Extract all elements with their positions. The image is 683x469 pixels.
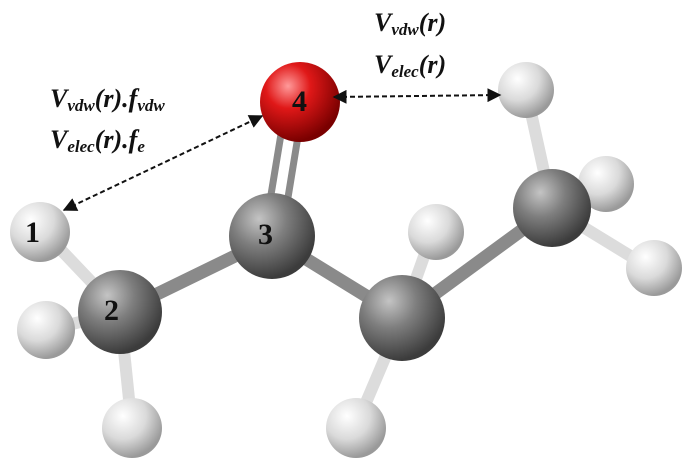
atoms xyxy=(10,62,682,458)
label-inter-elec-sub: elec xyxy=(391,62,419,81)
hydrogen-atom-right-upper xyxy=(578,156,634,212)
hydrogen-atom-top-right xyxy=(498,62,554,118)
atom-label-1: 1 xyxy=(25,216,40,249)
hydrogen-atom-right-lower xyxy=(626,240,682,296)
label-inter-vdw-sub: vdw xyxy=(391,20,419,39)
oxygen-atom-4 xyxy=(260,62,340,142)
interaction-arrows xyxy=(62,88,502,211)
label-inter-vdw-arg: (r) xyxy=(418,8,447,37)
atom-label-3: 3 xyxy=(258,218,273,251)
carbon-atom-right xyxy=(513,169,591,247)
label-inter-elec-arg: (r) xyxy=(418,50,447,79)
label-intra-vdw-base: V xyxy=(50,84,68,113)
label-intra-elec-arg: (r). xyxy=(94,125,129,154)
arrow-o4-to-h xyxy=(332,88,502,104)
label-intra-elec-base: V xyxy=(50,125,68,154)
label-intra-vdw: Vvdw(r).fvdw xyxy=(50,84,165,115)
carbon-atom-3 xyxy=(229,193,315,279)
label-inter-vdw-base: V xyxy=(374,8,392,37)
label-intra-elec-sub: elec xyxy=(67,137,95,156)
carbon-atom-mid xyxy=(359,275,445,361)
label-intra-vdw-factor: f xyxy=(128,84,138,113)
hydrogen-atom-cmid-top xyxy=(408,204,464,260)
atom-label-2: 2 xyxy=(104,294,119,327)
label-intra-vdw-factor-sub: vdw xyxy=(137,96,165,115)
label-inter-vdw: Vvdw(r) xyxy=(374,8,447,39)
label-intra-elec: Velec(r).fe xyxy=(50,125,145,156)
hydrogen-atom-bottom-mid xyxy=(326,398,386,458)
label-inter-elec-base: V xyxy=(374,50,392,79)
carbon-atom-2 xyxy=(78,270,162,354)
label-intra-vdw-arg: (r). xyxy=(94,84,129,113)
label-intra-vdw-sub: vdw xyxy=(67,96,95,115)
hydrogen-atom-1 xyxy=(10,202,70,262)
label-intra-elec-factor: f xyxy=(128,125,138,154)
hydrogen-atom-left xyxy=(17,301,75,359)
hydrogen-atom-bottom-left xyxy=(102,398,162,458)
arrow-h1-to-o4 xyxy=(62,115,264,211)
atom-label-4: 4 xyxy=(292,85,307,118)
label-inter-elec: Velec(r) xyxy=(374,50,447,81)
label-intra-elec-factor-sub: e xyxy=(137,137,145,156)
